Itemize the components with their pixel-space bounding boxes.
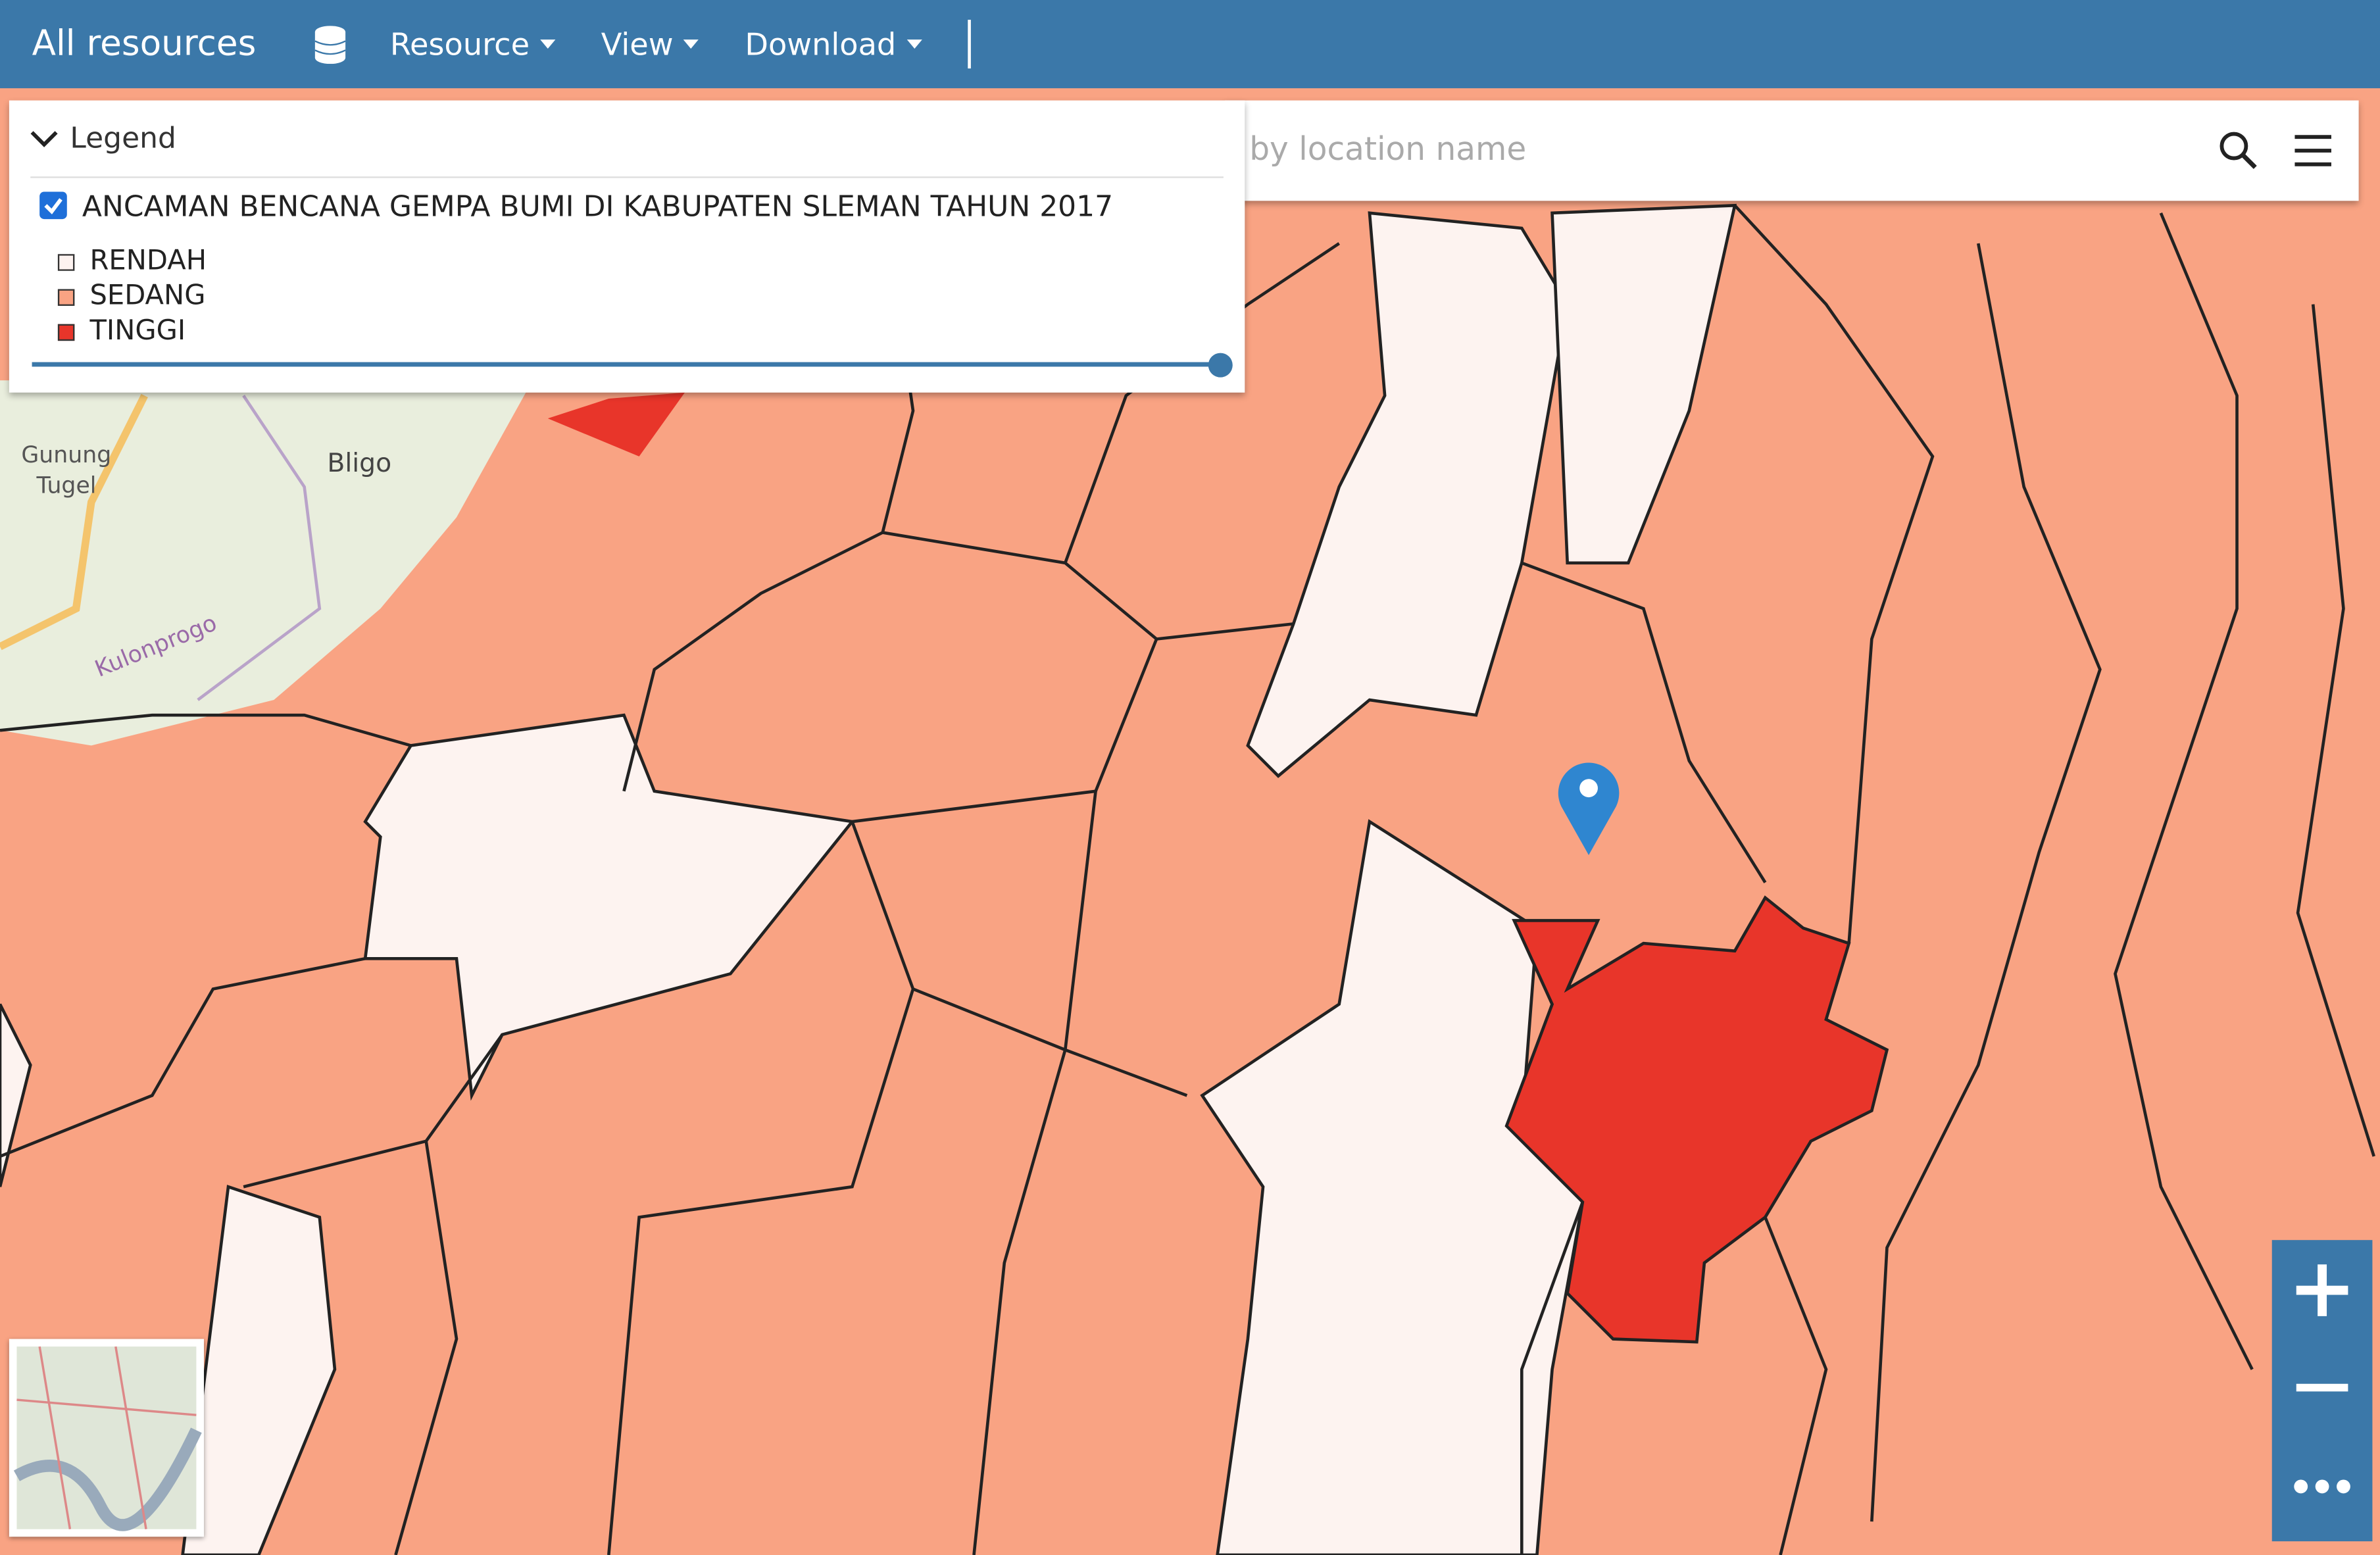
legend-title[interactable]: Legend [70,122,176,155]
legend-class: TINGGI [89,314,186,347]
more[interactable] [2294,1479,2350,1494]
overview-map[interactable] [9,1339,204,1537]
legend-class: RENDAH [89,245,207,277]
collapse-icon[interactable] [29,128,59,149]
layer-checkbox[interactable] [39,191,67,220]
basemap [0,380,533,746]
boundaries [0,197,2375,1555]
marker[interactable] [1558,762,1620,855]
swatch [57,289,75,306]
opacity-slider[interactable] [32,362,1222,367]
divider [30,176,1224,178]
legend-class: SEDANG [89,280,206,312]
slider-knob[interactable] [1208,353,1233,378]
zoom-in[interactable] [2296,1264,2348,1316]
rendah-areas [0,203,1737,1555]
separator [968,20,971,69]
layer-name: ANCAMAN BENCANA GEMPA BUMI DI KABUPATEN … [82,190,1114,224]
swatch [57,324,75,341]
menu[interactable]: Download [745,26,922,62]
road [0,393,148,651]
map-label: Bligo [327,449,391,478]
toolbar: All resources Resource View Download [0,0,2380,89]
map-label: Gunung [21,442,111,468]
toolbar-title[interactable]: All resources [32,24,257,64]
search-bar[interactable]: by location name [1225,100,2359,201]
map-label: Tugel [36,472,97,499]
menu-icon[interactable] [2293,134,2333,168]
database-icon[interactable] [314,24,347,64]
river [197,395,322,701]
tinggi-area [1504,895,1889,1344]
menu[interactable]: Resource [390,26,555,62]
legend-panel: Legend ANCAMAN BENCANA GEMPA BUMI DI KAB… [9,100,1245,393]
search-icon[interactable] [2217,130,2260,172]
zoom-controls [2271,1240,2373,1542]
swatch [57,254,75,271]
tinggi-area [547,392,685,457]
menu[interactable]: View [601,26,699,62]
search-placeholder: by location name [1249,130,1527,168]
